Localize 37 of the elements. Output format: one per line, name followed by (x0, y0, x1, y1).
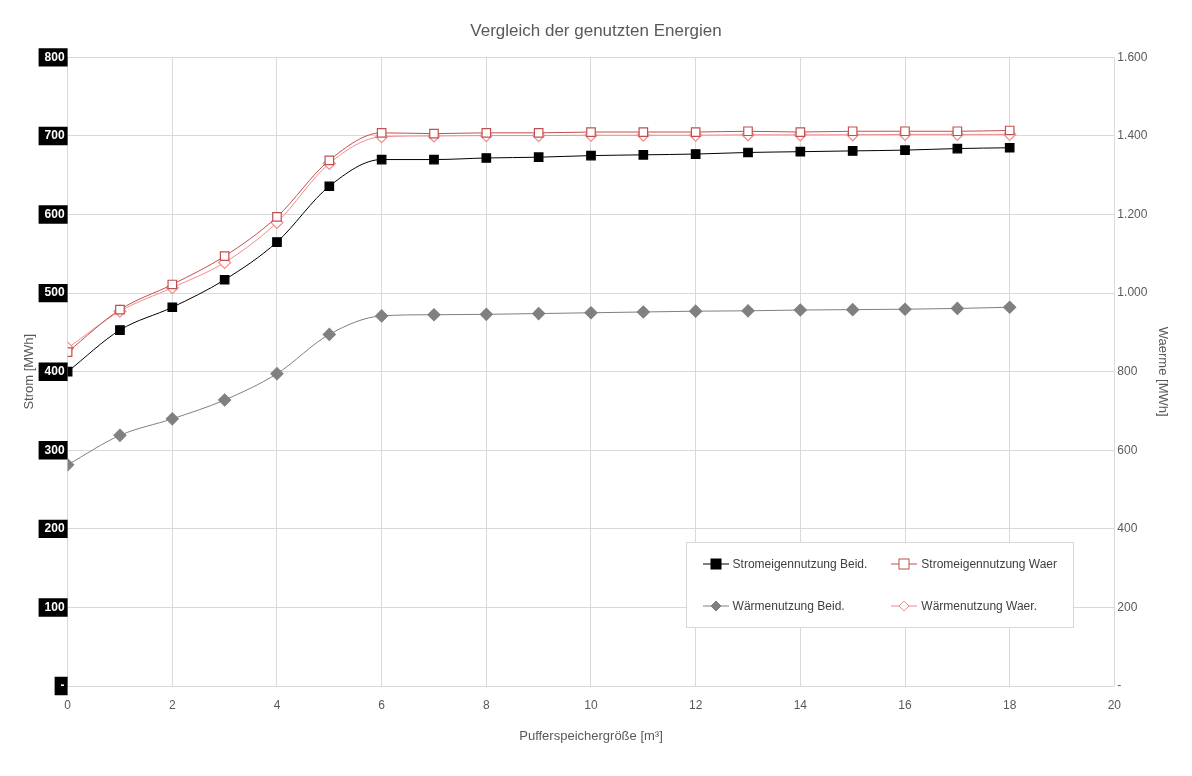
y2-tick-label: - (1117, 678, 1122, 693)
y-tick-label: 100 (44, 599, 65, 614)
y-tick-label: 300 (44, 442, 65, 457)
y-tick-label: 500 (44, 285, 65, 300)
y2-tick-label: 200 (1117, 599, 1138, 614)
x-tick-label: 12 (688, 697, 703, 712)
y2-axis-title: Waerme [MWh] (1155, 326, 1171, 417)
x-tick-label: 2 (168, 697, 176, 712)
y-tick-label: - (60, 678, 65, 693)
y2-tick-label: 1.400 (1117, 128, 1148, 143)
y2-tick-label: 1.000 (1117, 285, 1148, 300)
x-tick-label: 10 (584, 697, 598, 712)
x-tick-label: 8 (482, 697, 490, 712)
x-tick-label: 14 (793, 697, 808, 712)
legend-label: Stromeigennutzung Beid. (732, 557, 868, 571)
x-tick-label: 0 (64, 697, 72, 712)
y-tick-label: 400 (44, 364, 65, 379)
y2-tick-label: 400 (1117, 521, 1138, 536)
y-tick-label: 800 (44, 49, 65, 64)
y-tick-label: 600 (44, 206, 65, 221)
y2-tick-label: 1.200 (1117, 206, 1148, 221)
y2-tick-label: 600 (1117, 442, 1138, 457)
x-tick-label: 20 (1107, 697, 1122, 712)
x-tick-label: 4 (273, 697, 281, 712)
y-tick-label: 700 (44, 128, 65, 143)
x-tick-label: 16 (898, 697, 913, 712)
y-axis-title: Strom [MWh] (21, 333, 37, 410)
legend-label: Wärmenutzung Beid. (732, 599, 845, 613)
legend-label: Wärmenutzung Waer. (921, 599, 1037, 613)
x-tick-label: 6 (378, 697, 386, 712)
y-tick-label: 200 (44, 521, 65, 536)
x-axis-title: Pufferspeichergröße [m³] (519, 727, 663, 743)
y2-tick-label: 1.600 (1117, 49, 1148, 64)
legend-label: Stromeigennutzung Waer (921, 557, 1057, 571)
chart-title: Vergleich der genutzten Energien (470, 20, 722, 40)
x-tick-label: 18 (1003, 697, 1017, 712)
y2-tick-label: 800 (1117, 364, 1138, 379)
